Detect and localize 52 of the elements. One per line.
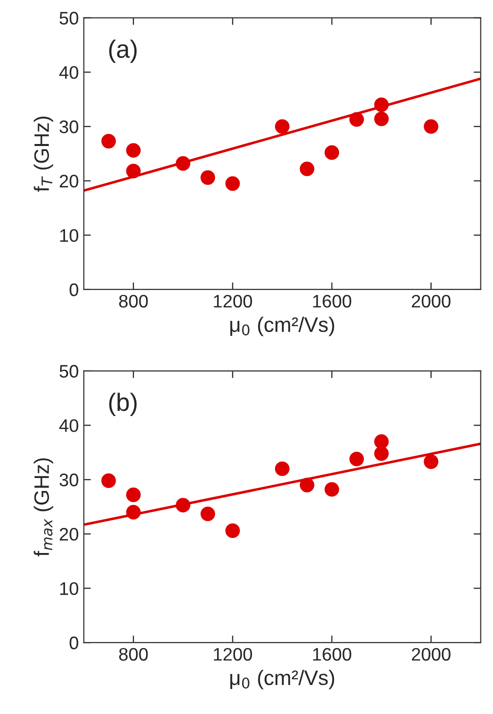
y-tick-label: 40 <box>59 419 78 432</box>
annotation: (a) <box>109 40 137 63</box>
y-tick-label: 0 <box>70 283 78 296</box>
point <box>176 156 190 171</box>
x-tick-label: 2000 <box>412 648 450 661</box>
point <box>126 488 141 502</box>
y-tick-label: 50 <box>60 364 78 378</box>
x-tick-label: 1200 <box>214 648 252 661</box>
point <box>126 143 141 158</box>
x-tick-label: 1200 <box>214 294 252 308</box>
point <box>424 454 438 469</box>
point <box>300 162 314 176</box>
y-axis-title: f$_{max}$ (GHz) <box>34 458 54 556</box>
point <box>349 112 364 127</box>
point <box>126 164 141 178</box>
x-tick-label: 2000 <box>412 294 450 308</box>
y-tick-label: 0 <box>70 636 78 650</box>
x-axis-title: μ$_{0}$ (cm²/Vs) <box>230 670 334 690</box>
annotation: (b) <box>109 392 137 416</box>
point <box>200 170 216 185</box>
y-tick-label: 10 <box>60 229 78 242</box>
x-tick-label: 1600 <box>313 294 352 308</box>
y-tick-label: 10 <box>60 582 78 595</box>
point <box>324 145 340 160</box>
point <box>200 506 216 522</box>
point <box>300 478 314 492</box>
point <box>374 434 389 449</box>
y-tick-label: 20 <box>60 174 78 188</box>
point <box>374 112 389 126</box>
y-tick-label: 50 <box>60 12 78 25</box>
point <box>274 119 290 134</box>
y-tick-label: 40 <box>59 66 78 79</box>
y-tick-label: 20 <box>60 528 78 541</box>
point <box>324 482 340 497</box>
y-axis-title: f$_{T}$ (GHz) <box>34 116 54 192</box>
point <box>176 498 190 512</box>
x-tick-label: 1600 <box>313 648 352 661</box>
point <box>225 176 240 191</box>
point <box>101 473 116 488</box>
x-tick-label: 800 <box>119 294 148 308</box>
point <box>349 452 364 466</box>
point <box>101 134 116 148</box>
y-tick-label: 30 <box>60 474 78 486</box>
y-tick-label: 30 <box>60 120 78 134</box>
point <box>424 119 438 134</box>
point <box>225 523 240 538</box>
point <box>274 461 290 476</box>
point <box>374 446 389 461</box>
x-axis-title: μ$_{0}$ (cm²/Vs) <box>230 316 334 336</box>
point <box>374 97 389 112</box>
point <box>126 504 141 520</box>
x-tick-label: 800 <box>119 648 148 661</box>
